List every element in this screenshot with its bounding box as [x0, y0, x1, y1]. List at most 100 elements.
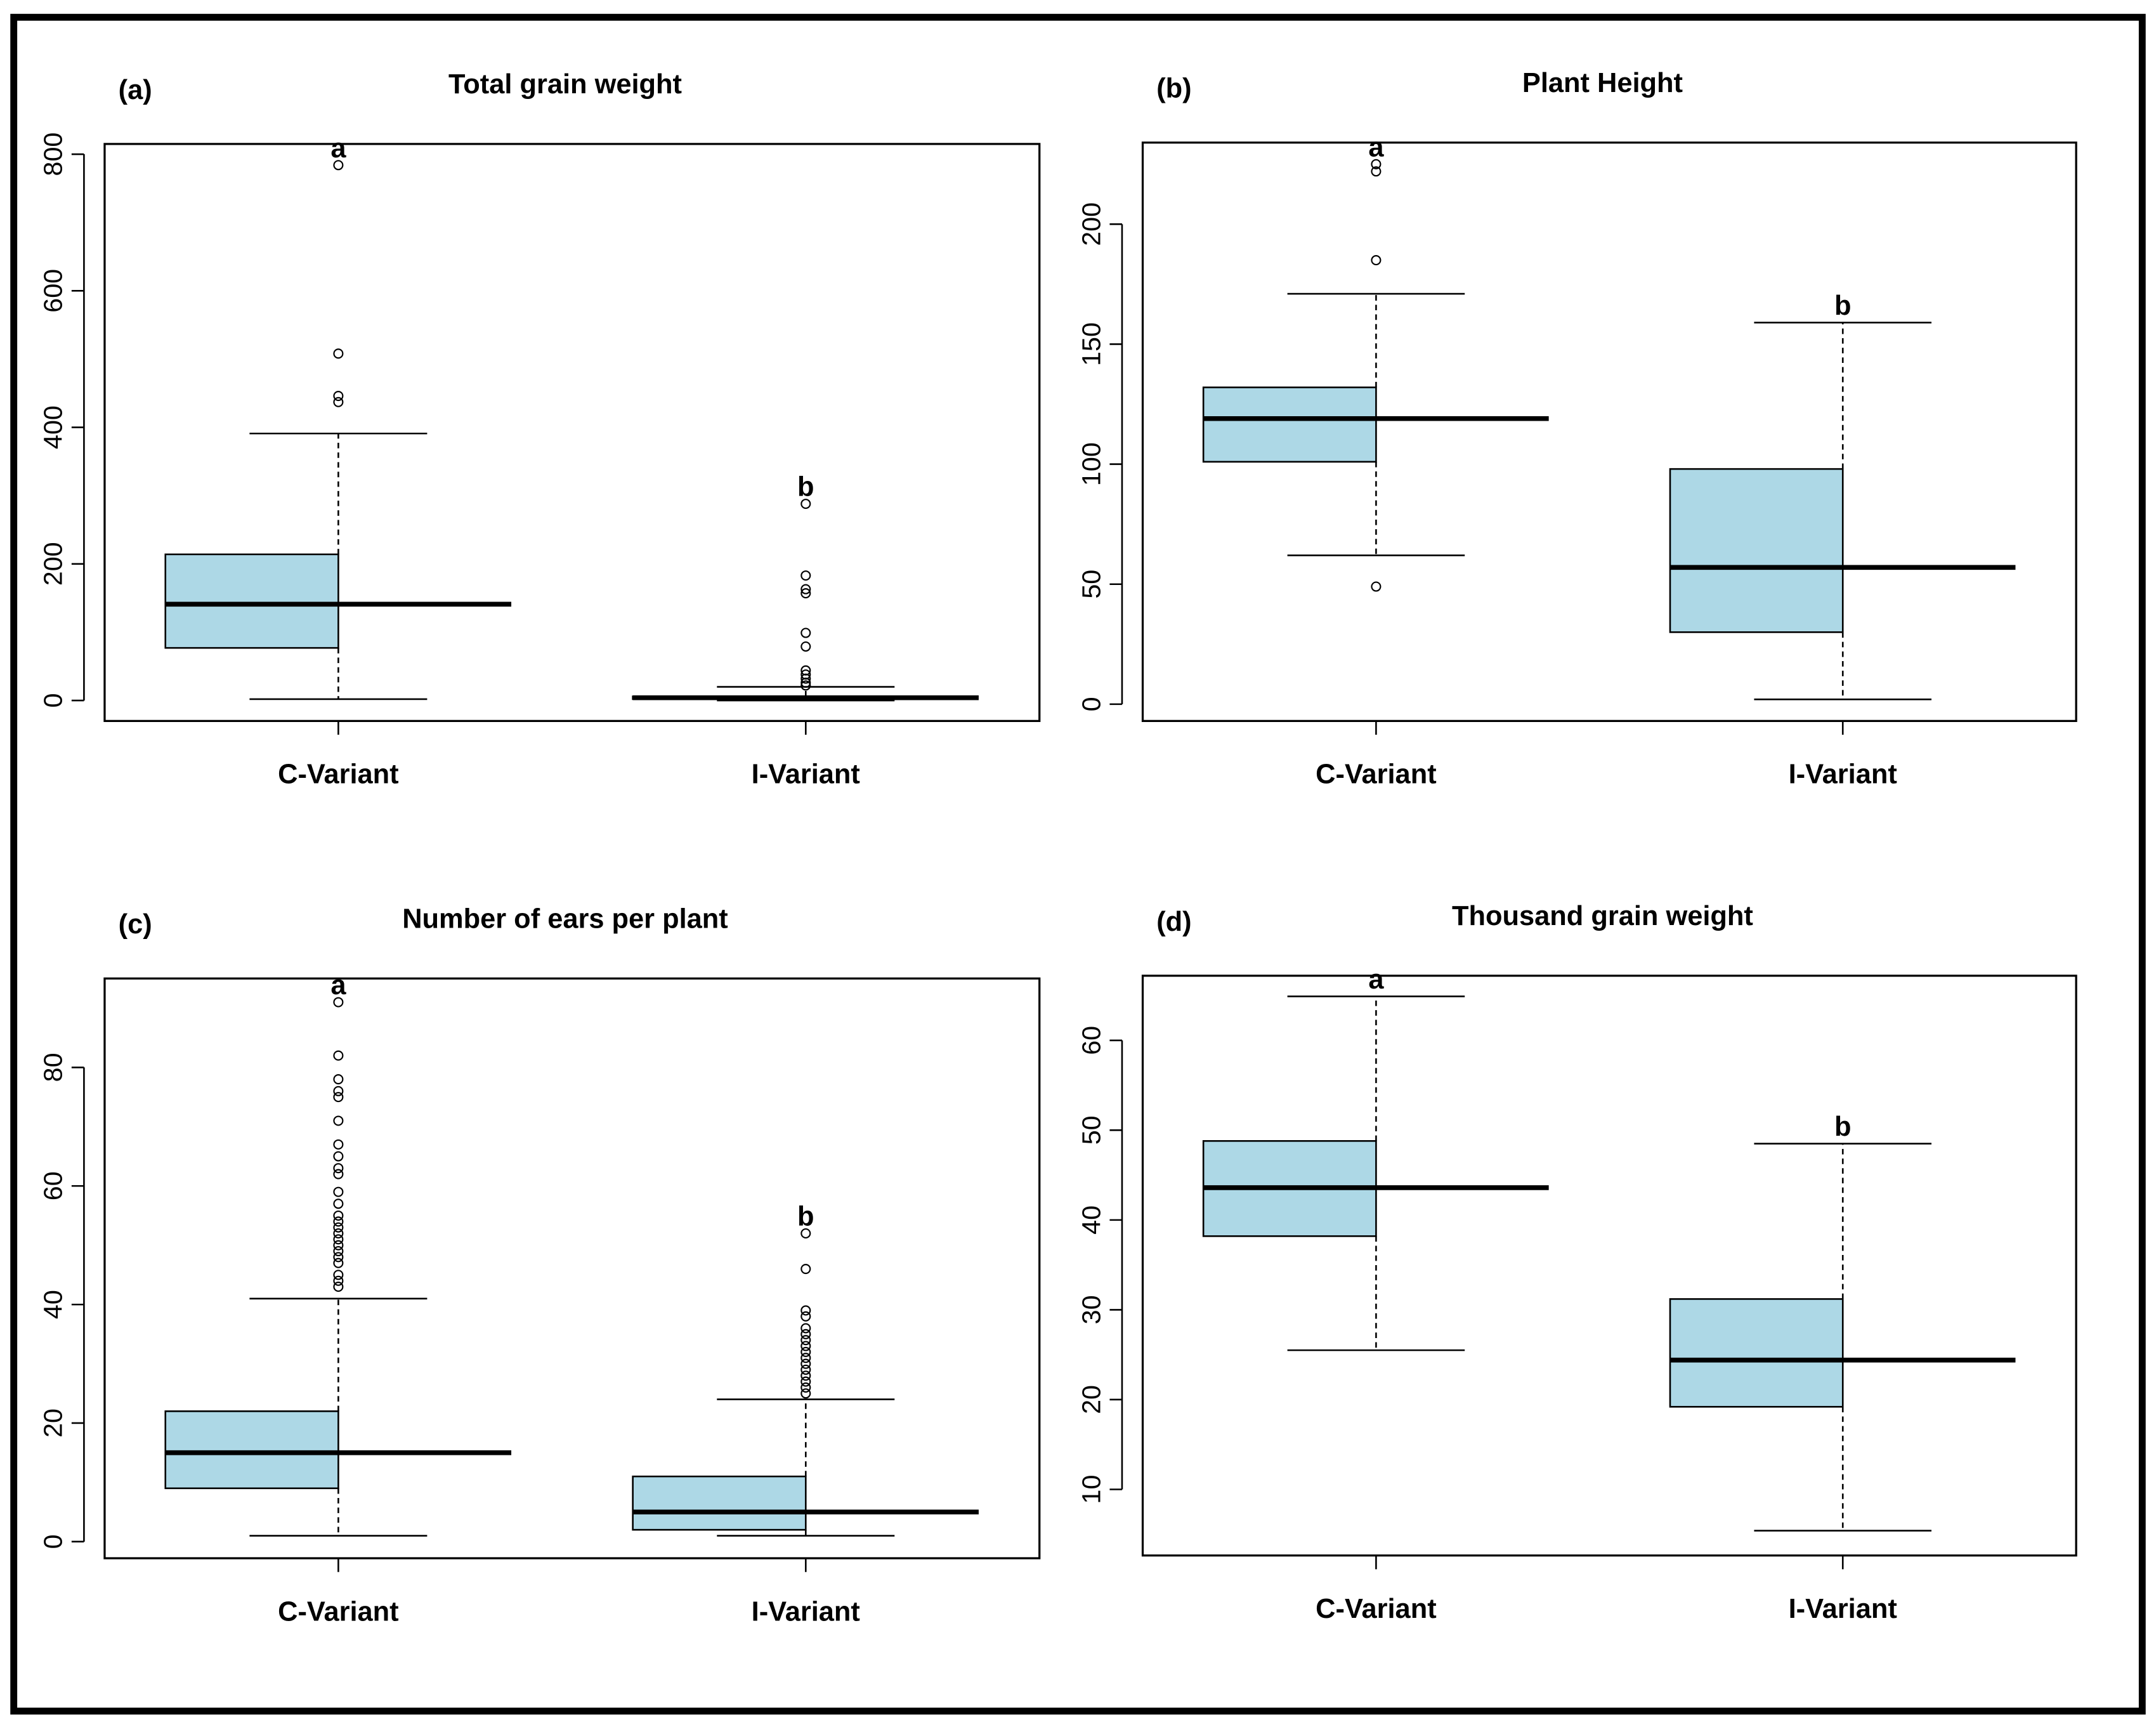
- outlier: [800, 570, 811, 581]
- outlier: [333, 1234, 344, 1245]
- y-tick-label: 80: [39, 1053, 68, 1082]
- y-tick-label: 0: [39, 1534, 68, 1549]
- y-tick-label: 800: [39, 133, 68, 176]
- y-tick-label: 150: [1076, 322, 1106, 366]
- x-tick-label: I-Variant: [752, 759, 860, 790]
- outlier: [800, 1353, 811, 1363]
- outlier: [800, 1388, 811, 1399]
- y-tick-label: 600: [39, 269, 68, 313]
- outlier: [1371, 255, 1382, 266]
- chart-title: Thousand grain weight: [1452, 901, 1753, 931]
- outlier: [800, 1376, 811, 1387]
- significance-letter: a: [1368, 964, 1384, 995]
- outlier: [800, 627, 811, 638]
- outlier: [333, 1228, 344, 1239]
- plot-frame: [103, 977, 1041, 1560]
- y-tick-label: 0: [1076, 697, 1106, 711]
- outlier: [800, 665, 811, 676]
- outlier: [800, 669, 811, 680]
- y-tick-label: 200: [1076, 202, 1106, 246]
- outlier: [333, 1257, 344, 1268]
- outlier: [333, 1245, 344, 1257]
- chart-title: Total grain weight: [448, 69, 682, 100]
- outlier: [1371, 159, 1382, 169]
- y-tick-label: 40: [39, 1290, 68, 1319]
- outlier: [333, 1115, 344, 1126]
- outlier: [800, 1358, 811, 1369]
- y-tick-label: 10: [1076, 1475, 1106, 1504]
- y-tick-label: 50: [1076, 1115, 1106, 1145]
- box: [164, 553, 339, 649]
- outlier: [800, 1370, 811, 1381]
- outlier: [333, 1092, 344, 1103]
- x-tick-label: I-Variant: [1789, 1594, 1897, 1624]
- box: [1202, 386, 1377, 463]
- outlier: [800, 1335, 811, 1346]
- plot-frame: [1141, 141, 2077, 722]
- outlier: [333, 1198, 344, 1209]
- outlier: [333, 997, 344, 1008]
- outlier: [800, 588, 811, 599]
- outlier: [800, 1264, 811, 1275]
- y-tick-label: 0: [39, 693, 68, 708]
- chart-title: Plant Height: [1522, 68, 1683, 98]
- outlier: [800, 1323, 811, 1334]
- outlier: [333, 1163, 344, 1174]
- significance-letter: a: [1368, 132, 1384, 162]
- y-tick-label: 40: [1076, 1205, 1106, 1235]
- outlier: [800, 1341, 811, 1351]
- outlier: [800, 584, 811, 594]
- outlier: [333, 1151, 344, 1162]
- panel-label: (d): [1156, 907, 1191, 937]
- x-tick-label: I-Variant: [1789, 759, 1897, 790]
- x-tick-label: C-Variant: [278, 759, 398, 790]
- figure-border: [10, 13, 2146, 1715]
- outlier: [333, 1216, 344, 1227]
- panel-label: (c): [119, 909, 152, 940]
- x-tick-label: C-Variant: [1316, 1594, 1437, 1624]
- outlier: [800, 499, 811, 509]
- outlier: [333, 348, 344, 359]
- y-tick-label: 20: [39, 1409, 68, 1438]
- outlier: [333, 1169, 344, 1179]
- y-tick-label: 30: [1076, 1295, 1106, 1324]
- outlier: [333, 1275, 344, 1286]
- outlier: [333, 391, 344, 402]
- chart-title: Number of ears per plant: [402, 904, 728, 935]
- outlier: [800, 641, 811, 652]
- outlier: [800, 680, 811, 691]
- outlier: [800, 1364, 811, 1375]
- box: [164, 1410, 339, 1490]
- outlier: [333, 1139, 344, 1150]
- plot-frame: [1141, 975, 2077, 1557]
- panel-label: (a): [119, 75, 152, 105]
- x-tick-label: C-Variant: [1316, 759, 1437, 790]
- outlier: [333, 1270, 344, 1280]
- box: [632, 1475, 807, 1531]
- y-tick-label: 50: [1076, 570, 1106, 599]
- significance-letter: a: [330, 133, 346, 164]
- box: [1669, 1298, 1844, 1408]
- x-tick-label: C-Variant: [278, 1596, 398, 1627]
- outlier: [800, 1346, 811, 1357]
- outlier: [333, 397, 344, 407]
- outlier: [800, 1228, 811, 1239]
- y-tick-label: 60: [39, 1171, 68, 1200]
- outlier: [333, 1210, 344, 1221]
- outlier: [1371, 166, 1382, 177]
- outlier: [800, 1311, 811, 1322]
- outlier: [333, 1086, 344, 1096]
- y-tick-label: 20: [1076, 1385, 1106, 1414]
- outlier: [333, 1074, 344, 1085]
- outlier: [333, 1222, 344, 1233]
- outlier: [800, 1305, 811, 1316]
- outlier: [1371, 581, 1382, 592]
- outlier: [800, 1382, 811, 1393]
- significance-letter: a: [330, 970, 346, 1001]
- y-tick-label: 200: [39, 542, 68, 586]
- y-tick-label: 60: [1076, 1026, 1106, 1055]
- box: [1669, 468, 1844, 633]
- significance-letter: b: [1834, 291, 1852, 321]
- outlier: [333, 1186, 344, 1197]
